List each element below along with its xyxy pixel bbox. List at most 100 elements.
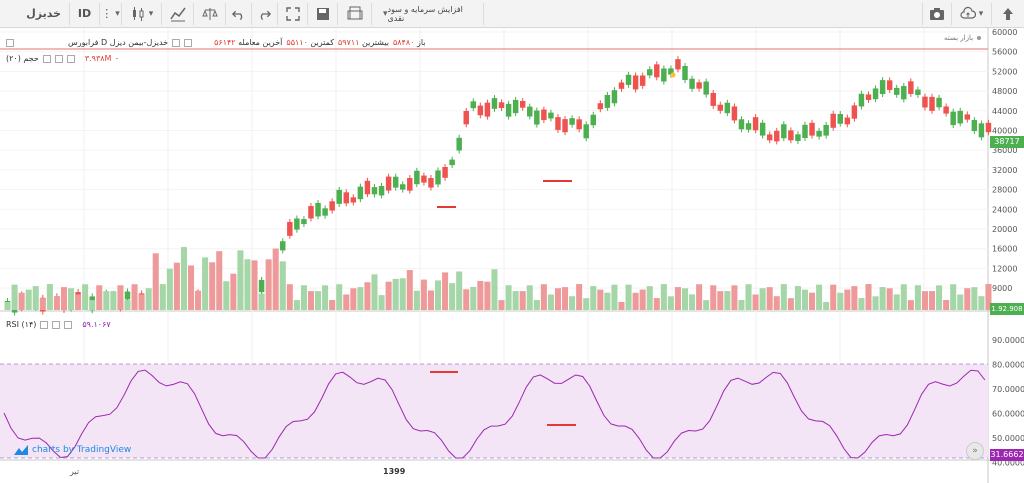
publish-button[interactable] bbox=[992, 3, 1024, 25]
volume-bar bbox=[717, 291, 724, 310]
eye-icon[interactable] bbox=[184, 38, 193, 47]
volume-bar bbox=[957, 294, 964, 310]
redo-icon bbox=[260, 10, 272, 20]
candle-body bbox=[766, 134, 773, 141]
volume-label: حجم (۲۰) bbox=[6, 54, 39, 63]
volume-bar bbox=[286, 284, 293, 310]
tradingview-logo[interactable]: charts by TradingView bbox=[14, 445, 131, 455]
candle-body bbox=[484, 102, 491, 117]
volume-bar bbox=[315, 291, 322, 310]
chart-area[interactable]: 60000 56000 52000 48000 44000 40000 36000 32000… bbox=[0, 28, 1024, 483]
volume-bar bbox=[724, 291, 731, 310]
symbol-search[interactable]: خدیزل bbox=[0, 2, 70, 25]
volume-bar bbox=[696, 284, 703, 310]
volume-bar bbox=[434, 280, 442, 310]
eye-icon[interactable] bbox=[52, 320, 61, 329]
volume-bar bbox=[928, 291, 936, 310]
candle-body bbox=[809, 122, 815, 136]
candle-body bbox=[844, 117, 851, 125]
volume-bar bbox=[491, 269, 498, 310]
layout-title-dropdown[interactable]: ▾ افزایش سرمایه و سود نقدی bbox=[372, 2, 484, 25]
candle-body bbox=[865, 94, 872, 100]
rsi-tick-label: 40.0000 bbox=[992, 459, 1024, 468]
undo-button[interactable] bbox=[226, 2, 252, 25]
candle-body bbox=[717, 104, 724, 111]
price-tick-label: 20000 bbox=[992, 225, 1017, 234]
candle-body bbox=[449, 159, 455, 166]
indicators-button[interactable] bbox=[162, 2, 194, 25]
volume-bar bbox=[731, 285, 738, 310]
candle-body bbox=[541, 109, 547, 121]
candle-body bbox=[795, 134, 801, 141]
volume-bar bbox=[18, 292, 25, 310]
toolbar-right-group: ▾ bbox=[922, 0, 1024, 28]
volume-bar bbox=[32, 286, 39, 310]
volume-bar bbox=[611, 284, 618, 310]
candle-body bbox=[654, 64, 660, 78]
compare-button[interactable] bbox=[194, 2, 226, 25]
eye-icon[interactable] bbox=[54, 54, 63, 63]
volume-bar bbox=[547, 294, 554, 310]
volume-bar bbox=[590, 286, 597, 310]
volume-bar bbox=[96, 285, 103, 310]
settings-icon[interactable] bbox=[42, 54, 51, 63]
more-button[interactable]: ⋮ ▾ bbox=[100, 2, 122, 25]
market-status: بازار بسته bbox=[944, 34, 982, 42]
rsi-tick-label: 80.0000 bbox=[992, 361, 1024, 370]
interval-button[interactable]: ID bbox=[70, 2, 100, 25]
volume-bar bbox=[837, 292, 844, 310]
indicators-icon bbox=[169, 7, 186, 21]
cloud-save-button[interactable]: ▾ bbox=[952, 3, 992, 25]
candle-body bbox=[901, 86, 907, 100]
price-tick-label: 12000 bbox=[992, 264, 1017, 273]
volume-bar bbox=[463, 289, 470, 310]
candle-body bbox=[894, 87, 900, 95]
redo-button[interactable] bbox=[252, 2, 278, 25]
settings-icon[interactable] bbox=[172, 38, 181, 47]
load-layout-button[interactable] bbox=[338, 2, 372, 25]
candle-body bbox=[414, 170, 420, 185]
volume-bar bbox=[893, 294, 900, 310]
fullscreen-icon bbox=[285, 6, 300, 21]
close-icon[interactable] bbox=[64, 320, 73, 329]
scroll-to-realtime-button[interactable]: » bbox=[966, 442, 984, 460]
candle-body bbox=[731, 106, 738, 121]
candle-body bbox=[915, 89, 921, 95]
candle-body bbox=[872, 88, 879, 100]
chart-type-button[interactable]: ▾ bbox=[122, 2, 162, 25]
candle-body bbox=[816, 130, 822, 137]
close-icon[interactable] bbox=[66, 54, 75, 63]
price-tick-label: 16000 bbox=[992, 245, 1017, 254]
volume-bar bbox=[618, 301, 625, 310]
candle-body bbox=[675, 59, 681, 70]
volume-bar bbox=[322, 285, 329, 310]
volume-bar bbox=[801, 289, 809, 310]
candle-body bbox=[604, 94, 611, 108]
volume-bar bbox=[914, 285, 921, 310]
settings-icon[interactable] bbox=[40, 320, 49, 329]
volume-bar bbox=[251, 260, 258, 310]
candle-body bbox=[124, 291, 131, 300]
tradingview-icon bbox=[14, 445, 28, 455]
volume-bar bbox=[300, 285, 307, 310]
chart-canvas[interactable]: 60000 56000 52000 48000 44000 40000 36000 32000… bbox=[0, 28, 1024, 483]
volume-bar bbox=[187, 265, 195, 310]
collapse-icon[interactable] bbox=[6, 38, 14, 47]
volume-bar bbox=[68, 288, 75, 310]
fullscreen-button[interactable] bbox=[278, 2, 308, 25]
volume-bar bbox=[180, 247, 187, 310]
chevron-down-icon: ▾ bbox=[115, 8, 120, 19]
candle-body bbox=[301, 219, 307, 225]
volume-bar bbox=[4, 302, 11, 310]
volume-bar bbox=[787, 298, 794, 310]
volume-bar bbox=[526, 285, 533, 310]
candle-body bbox=[534, 110, 540, 125]
snapshot-button[interactable] bbox=[922, 3, 952, 25]
volume-bar bbox=[237, 250, 244, 310]
volume-bar bbox=[971, 287, 978, 310]
volume-bar bbox=[681, 288, 689, 310]
candle-body bbox=[802, 124, 808, 138]
volume-bar bbox=[519, 291, 526, 310]
candle-body bbox=[371, 187, 378, 195]
save-button[interactable] bbox=[308, 2, 338, 25]
